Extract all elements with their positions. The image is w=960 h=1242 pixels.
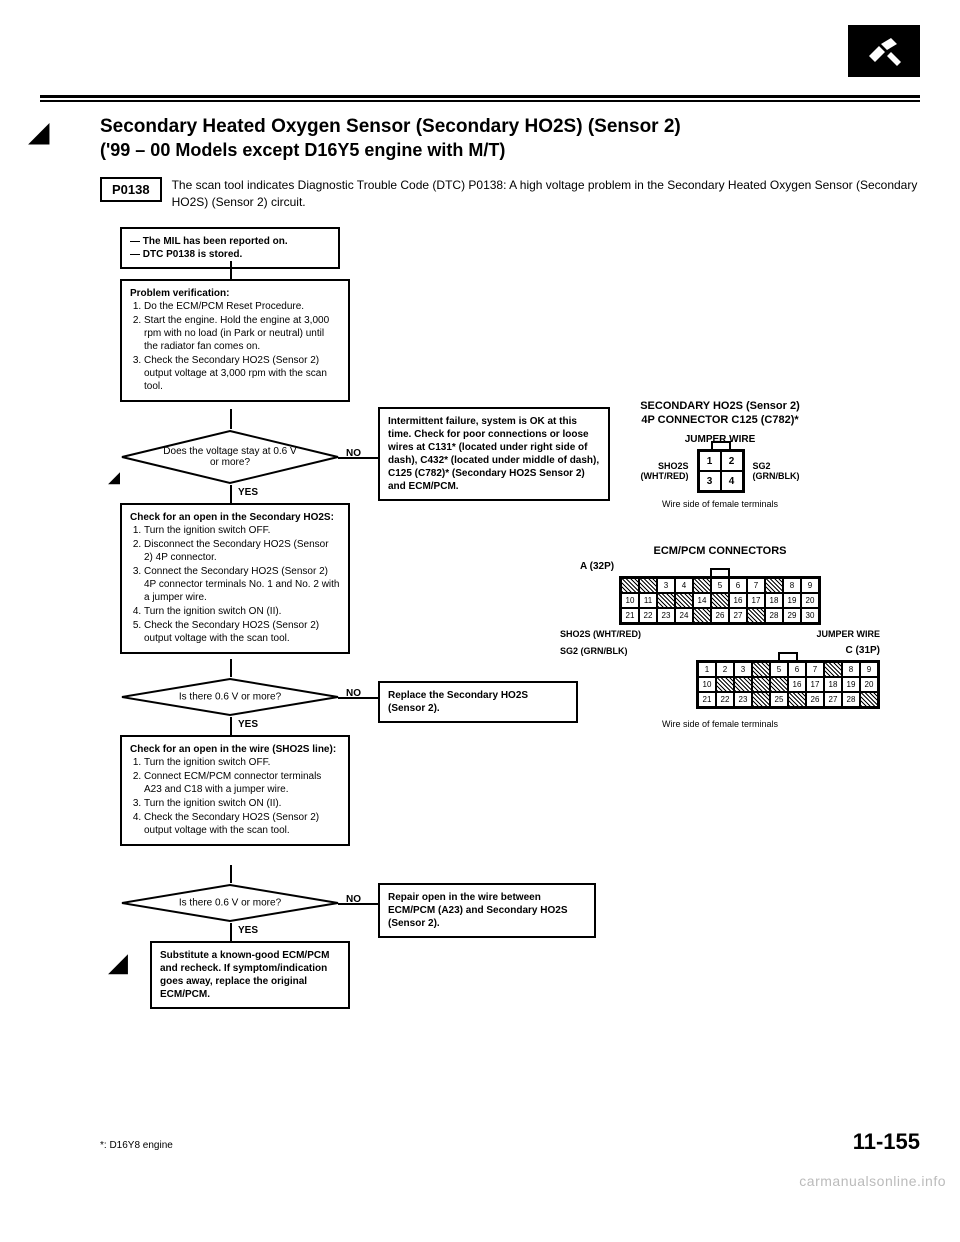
connector: [230, 659, 232, 677]
result-3-text: Repair open in the wire between ECM/PCM …: [388, 892, 567, 929]
sho2s-pin-label: SHO2S (WHT/RED): [560, 629, 641, 639]
flow-box-1: Problem verification: Do the ECM/PCM Res…: [120, 279, 350, 402]
conn-title-2: 4P CONNECTOR C125 (C782)*: [550, 414, 890, 426]
a32-label: A (32P): [580, 561, 890, 572]
tool-icon: [848, 25, 920, 77]
decision-1-text: Does the voltage stay at 0.6 V or more?: [160, 446, 300, 468]
box3-title: Check for an open in the wire (SHO2S lin…: [130, 744, 336, 755]
conn-title-1: SECONDARY HO2S (Sensor 2): [550, 400, 890, 412]
result-2-text: Replace the Secondary HO2S (Sensor 2).: [388, 690, 528, 714]
connector-tab-c: [778, 652, 798, 660]
connector-tab: [711, 441, 731, 449]
pin-3: 3: [699, 471, 721, 491]
connector-tab-a: [710, 568, 730, 576]
decision-2-text: Is there 0.6 V or more?: [160, 691, 300, 702]
c31-label: C (31P): [846, 645, 880, 656]
dtc-row: P0138 The scan tool indicates Diagnostic…: [100, 177, 920, 211]
flow-result-2: Replace the Secondary HO2S (Sensor 2).: [378, 681, 578, 723]
box1-title: Problem verification:: [130, 288, 229, 299]
connector: [338, 903, 378, 905]
yes-label-2: YES: [238, 719, 258, 730]
decision-3-text: Is there 0.6 V or more?: [160, 897, 300, 908]
connector: [338, 457, 378, 459]
connector: [230, 865, 232, 883]
yes-label-1: YES: [238, 487, 258, 498]
jumper-label-2: JUMPER WIRE: [816, 629, 880, 639]
yes-label-3: YES: [238, 925, 258, 936]
continuation-arrow: ◢: [28, 115, 50, 148]
connector: [230, 717, 232, 735]
rule-1: [40, 95, 920, 98]
footnote: *: D16Y8 engine: [100, 1140, 173, 1151]
dtc-code-box: P0138: [100, 177, 162, 202]
box2-list: Turn the ignition switch OFF. Disconnect…: [130, 524, 340, 645]
pin-label-row-1: SHO2S (WHT/RED) JUMPER WIRE: [560, 629, 880, 639]
pin-2: 2: [721, 451, 743, 471]
page-subtitle: ('99 – 00 Models except D16Y5 engine wit…: [100, 140, 920, 161]
connector: [230, 923, 232, 941]
sho2s-wire-label: SHO2S(WHT/RED): [641, 461, 689, 481]
flow-box-3: Check for an open in the wire (SHO2S lin…: [120, 735, 350, 846]
box1-list: Do the ECM/PCM Reset Procedure. Start th…: [130, 300, 340, 393]
page-title: Secondary Heated Oxygen Sensor (Secondar…: [100, 116, 920, 138]
ecm-block: ECM/PCM CONNECTORS A (32P) 3456789 10111…: [550, 545, 890, 729]
wire-caption-1: Wire side of female terminals: [550, 499, 890, 509]
sg2-wire-label: SG2(GRN/BLK): [753, 461, 800, 481]
flow-decision-2: Is there 0.6 V or more?: [120, 677, 340, 717]
pin-1: 1: [699, 451, 721, 471]
connector: [338, 697, 378, 699]
page-number: 11-155: [853, 1129, 920, 1155]
box4-text: Substitute a known-good ECM/PCM and rech…: [160, 950, 329, 1000]
dtc-description: The scan tool indicates Diagnostic Troub…: [172, 177, 920, 211]
box3-list: Turn the ignition switch OFF. Connect EC…: [130, 756, 340, 837]
connector: [230, 485, 232, 503]
a32-connector: 3456789 1011141617181920 212223242627282…: [619, 576, 821, 625]
flow-decision-3: Is there 0.6 V or more?: [120, 883, 340, 923]
connector: [230, 409, 232, 429]
c31-connector: 12356789 101617181920 21222325262728: [696, 660, 880, 709]
ecm-title: ECM/PCM CONNECTORS: [550, 545, 890, 557]
flow-start-text: — The MIL has been reported on.— DTC P01…: [130, 236, 288, 260]
flow-result-3: Repair open in the wire between ECM/PCM …: [378, 883, 596, 938]
flow-decision-1: Does the voltage stay at 0.6 V or more?: [120, 429, 340, 485]
flow-box-2: Check for an open in the Secondary HO2S:…: [120, 503, 350, 654]
flow-box-4: Substitute a known-good ECM/PCM and rech…: [150, 941, 350, 1009]
side-arrow-2: ◢: [108, 947, 128, 978]
pin-grid: 1 2 3 4: [697, 449, 745, 493]
sg2-pin-label: SG2 (GRN/BLK): [560, 646, 628, 656]
watermark: carmanualsonline.info: [799, 1173, 946, 1189]
rule-2: [40, 100, 920, 102]
connector: [230, 261, 232, 279]
box2-title: Check for an open in the Secondary HO2S:: [130, 512, 334, 523]
pin-4: 4: [721, 471, 743, 491]
connector-diagrams: SECONDARY HO2S (Sensor 2) 4P CONNECTOR C…: [550, 400, 890, 729]
wire-caption-2: Wire side of female terminals: [550, 719, 890, 729]
4p-connector-diagram: SHO2S(WHT/RED) 1 2 3 4 SG2(GRN/BLK): [550, 449, 890, 493]
